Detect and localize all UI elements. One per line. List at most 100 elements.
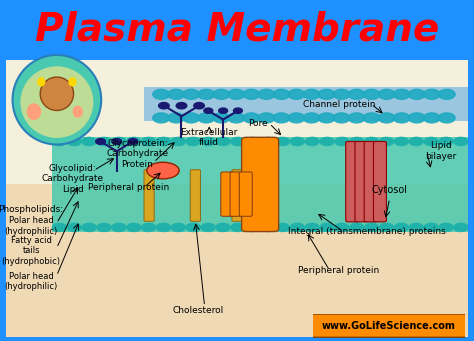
- Circle shape: [73, 106, 83, 118]
- Text: www.GoLifeScience.com: www.GoLifeScience.com: [322, 321, 456, 331]
- Circle shape: [176, 103, 187, 109]
- Text: Phospholipids:: Phospholipids:: [0, 205, 64, 214]
- FancyBboxPatch shape: [144, 170, 154, 221]
- Text: Channel protein: Channel protein: [302, 100, 375, 108]
- Circle shape: [288, 113, 305, 123]
- Text: Cytosol: Cytosol: [372, 185, 408, 195]
- Circle shape: [153, 113, 170, 123]
- Circle shape: [349, 223, 364, 232]
- Circle shape: [216, 137, 230, 146]
- Circle shape: [335, 223, 349, 232]
- Circle shape: [258, 113, 275, 123]
- Circle shape: [219, 108, 228, 113]
- Circle shape: [305, 223, 319, 232]
- Circle shape: [260, 137, 275, 146]
- Circle shape: [216, 223, 230, 232]
- Text: Polar head
(hydrophilic): Polar head (hydrophilic): [5, 216, 58, 236]
- Circle shape: [97, 223, 111, 232]
- Circle shape: [393, 113, 410, 123]
- Circle shape: [364, 223, 379, 232]
- Circle shape: [424, 137, 438, 146]
- Circle shape: [379, 137, 394, 146]
- Circle shape: [67, 223, 82, 232]
- Text: Fatty acid
tails
(hydrophobic): Fatty acid tails (hydrophobic): [1, 236, 61, 266]
- Circle shape: [198, 113, 215, 123]
- FancyBboxPatch shape: [221, 172, 234, 216]
- Circle shape: [438, 89, 455, 99]
- Bar: [52, 137, 468, 232]
- Bar: [145, 87, 468, 121]
- Circle shape: [168, 89, 184, 99]
- Text: Glycoprotein:
Carbohydrate
Protein: Glycoprotein: Carbohydrate Protein: [107, 139, 169, 169]
- Circle shape: [245, 223, 260, 232]
- Text: Cholesterol: Cholesterol: [172, 306, 223, 315]
- Text: Peripheral protein: Peripheral protein: [88, 183, 169, 192]
- Circle shape: [27, 103, 41, 120]
- Circle shape: [183, 89, 200, 99]
- Circle shape: [228, 113, 245, 123]
- Circle shape: [260, 223, 275, 232]
- Text: Glycolipid:
Carbohydrate
Lipid: Glycolipid: Carbohydrate Lipid: [42, 164, 104, 194]
- Text: Lipid
bilayer: Lipid bilayer: [425, 142, 456, 161]
- Circle shape: [213, 89, 229, 99]
- Text: Extracellular
fluid: Extracellular fluid: [181, 128, 238, 147]
- Circle shape: [141, 137, 156, 146]
- Circle shape: [275, 223, 290, 232]
- FancyBboxPatch shape: [346, 142, 359, 222]
- Circle shape: [349, 137, 364, 146]
- Circle shape: [141, 223, 156, 232]
- Circle shape: [213, 113, 229, 123]
- Circle shape: [153, 89, 170, 99]
- Circle shape: [423, 89, 440, 99]
- Circle shape: [348, 89, 365, 99]
- Circle shape: [319, 223, 335, 232]
- Circle shape: [201, 223, 216, 232]
- Circle shape: [186, 223, 201, 232]
- Circle shape: [409, 137, 424, 146]
- Text: Plasma Membrane: Plasma Membrane: [35, 11, 439, 49]
- Circle shape: [127, 223, 141, 232]
- Circle shape: [82, 137, 97, 146]
- Circle shape: [156, 137, 171, 146]
- FancyBboxPatch shape: [308, 314, 469, 338]
- Circle shape: [273, 113, 290, 123]
- Circle shape: [171, 137, 186, 146]
- Bar: [6, 60, 468, 184]
- Circle shape: [348, 113, 365, 123]
- Bar: [6, 184, 468, 337]
- Circle shape: [409, 89, 425, 99]
- Circle shape: [245, 137, 260, 146]
- Circle shape: [156, 223, 171, 232]
- Circle shape: [186, 137, 201, 146]
- Circle shape: [228, 89, 245, 99]
- Text: Peripheral protein: Peripheral protein: [298, 266, 379, 275]
- Circle shape: [378, 113, 395, 123]
- Circle shape: [111, 223, 126, 232]
- Circle shape: [273, 89, 290, 99]
- Ellipse shape: [40, 77, 73, 110]
- FancyBboxPatch shape: [232, 170, 242, 221]
- Circle shape: [198, 89, 215, 99]
- Ellipse shape: [13, 55, 101, 145]
- Circle shape: [275, 137, 290, 146]
- Circle shape: [201, 137, 216, 146]
- FancyBboxPatch shape: [242, 137, 279, 232]
- Circle shape: [438, 223, 454, 232]
- Circle shape: [183, 113, 200, 123]
- Circle shape: [423, 113, 440, 123]
- Circle shape: [128, 138, 138, 144]
- Text: Integral (transmembrane) proteins: Integral (transmembrane) proteins: [288, 227, 446, 236]
- Circle shape: [379, 223, 394, 232]
- FancyBboxPatch shape: [190, 170, 201, 221]
- Circle shape: [82, 223, 97, 232]
- Circle shape: [37, 77, 46, 87]
- Ellipse shape: [20, 66, 93, 138]
- Circle shape: [378, 89, 395, 99]
- Circle shape: [303, 89, 320, 99]
- FancyBboxPatch shape: [374, 142, 386, 222]
- Circle shape: [290, 223, 305, 232]
- Circle shape: [258, 89, 275, 99]
- Circle shape: [52, 223, 67, 232]
- Circle shape: [171, 223, 186, 232]
- Circle shape: [68, 77, 77, 87]
